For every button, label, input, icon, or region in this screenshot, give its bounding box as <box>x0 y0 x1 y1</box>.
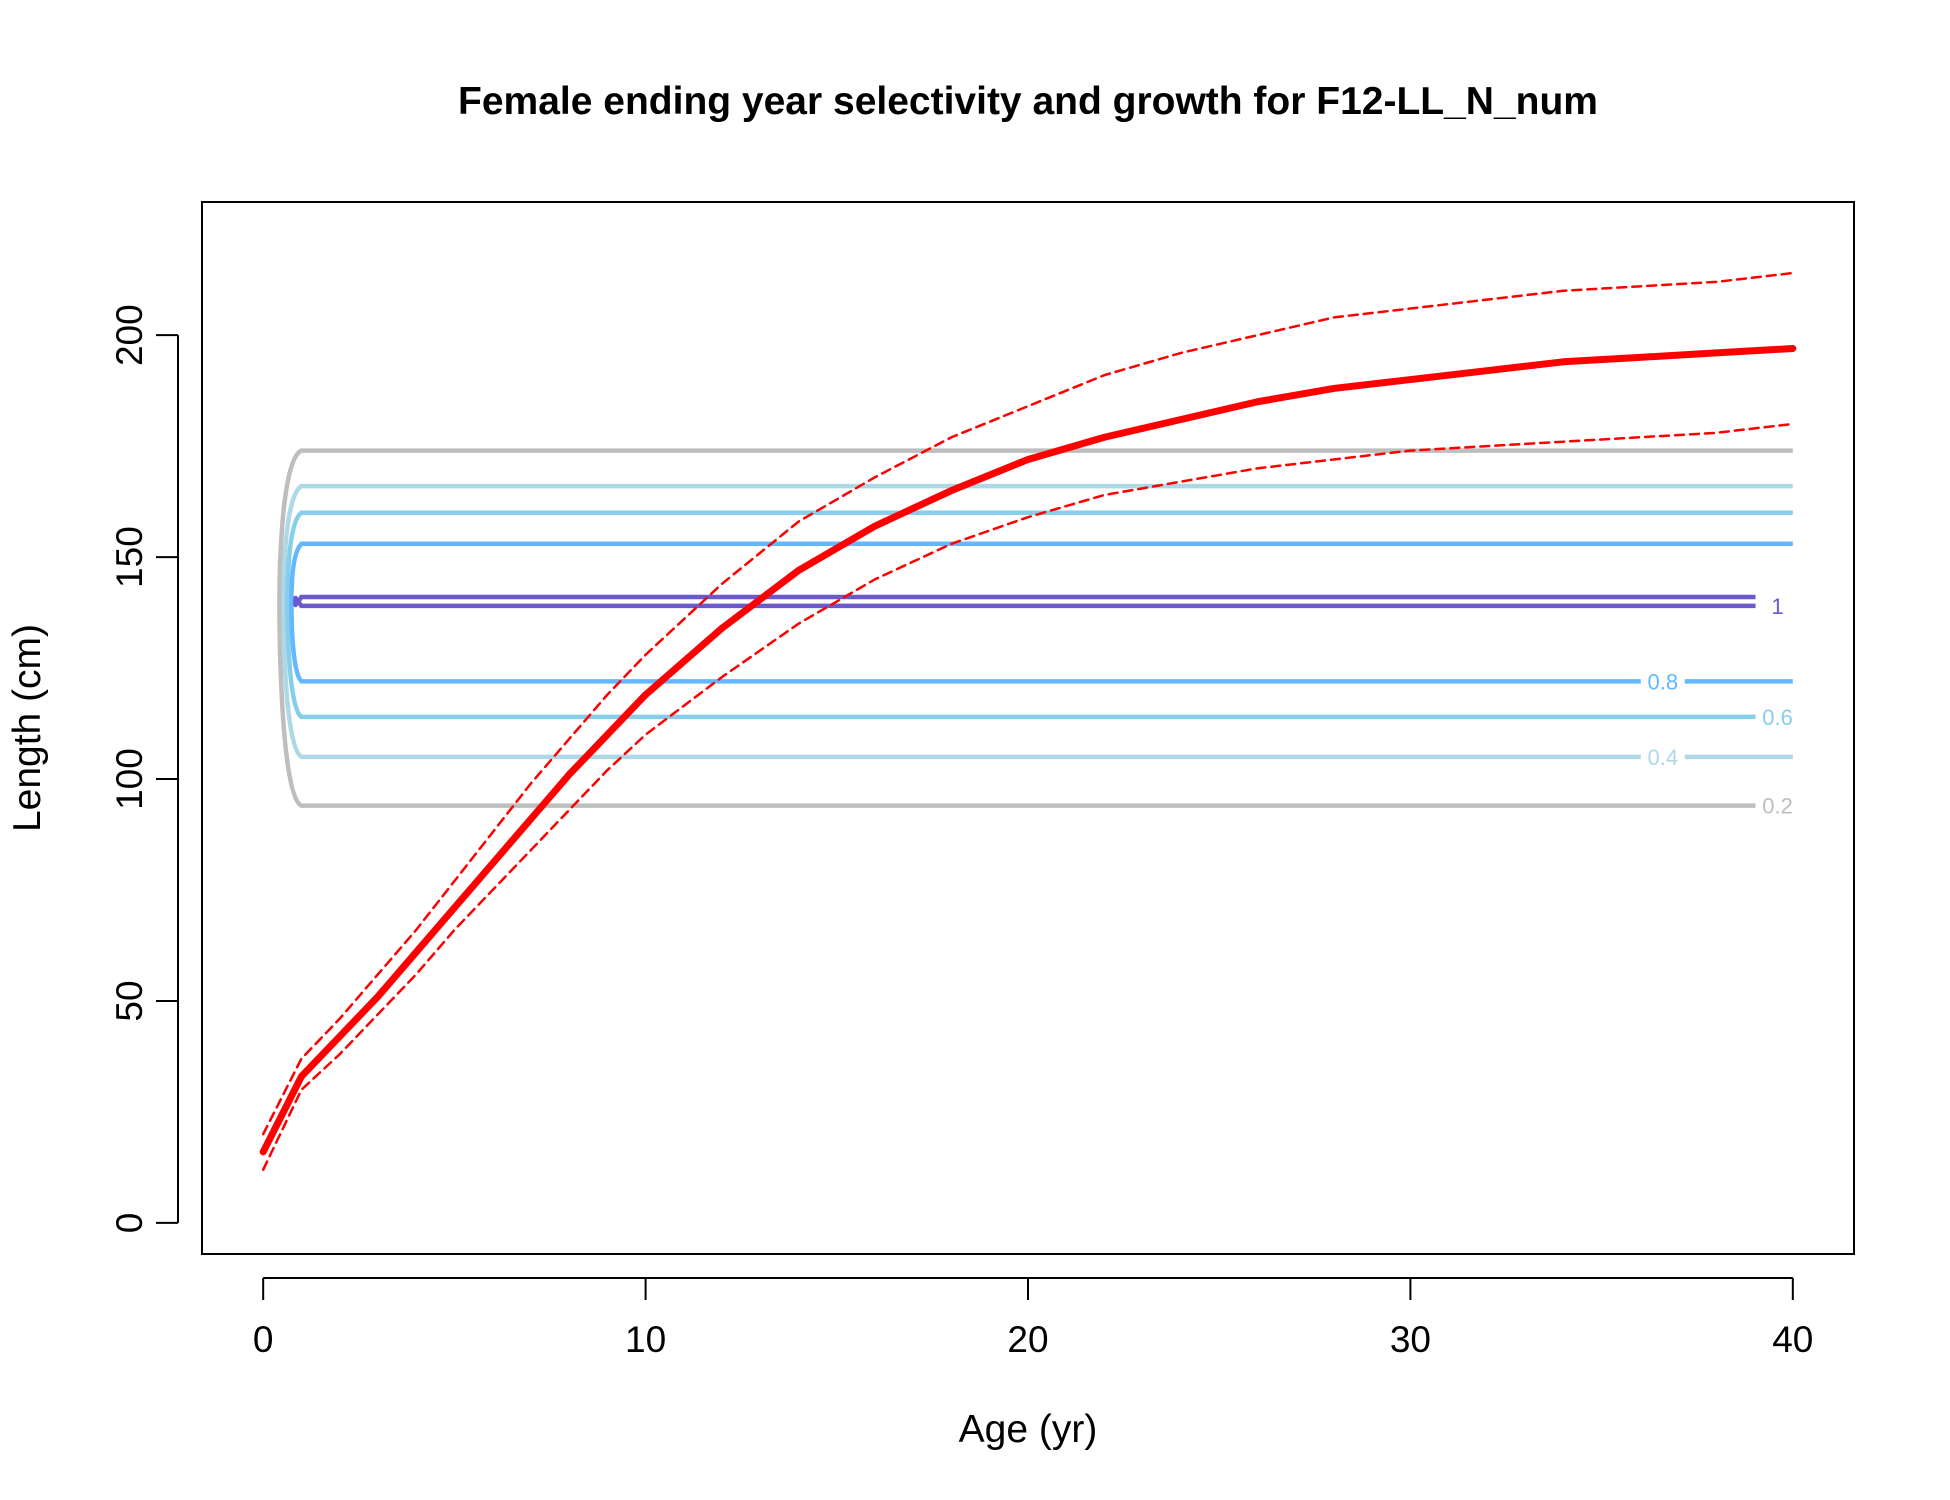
y-axis-label: Length (cm) <box>6 624 49 832</box>
x-tick-label: 0 <box>253 1319 274 1360</box>
contour-label-1: 1 <box>1771 594 1783 619</box>
x-tick-label: 40 <box>1772 1319 1813 1360</box>
x-axis-label: Age (yr) <box>959 1408 1098 1451</box>
x-tick-label: 30 <box>1390 1319 1431 1360</box>
growth-lower-bound-line <box>261 422 1795 1171</box>
contour-line-0-2 <box>277 448 1793 808</box>
contour-label-bg <box>1640 669 1685 694</box>
x-tick-label: 20 <box>1007 1319 1048 1360</box>
growth-mean-line <box>259 344 1797 1156</box>
x-axis: 0 10 20 30 40 <box>253 1277 1813 1360</box>
y-tick-label: 50 <box>109 980 150 1021</box>
plot-frame <box>201 201 1855 1255</box>
contour-label-0-6: 0.6 <box>1762 705 1793 730</box>
contour-label-0-8: 0.8 <box>1647 669 1678 694</box>
y-tick-label: 0 <box>109 1213 150 1234</box>
contour-label-bg <box>1640 744 1685 769</box>
chart-title: Female ending year selectivity and growt… <box>458 80 1598 123</box>
contour-label-bg <box>1755 793 1800 818</box>
contour-line-0-6 <box>285 510 1793 720</box>
contour-label-bg <box>1755 593 1800 618</box>
contour-line-0-8 <box>289 541 1793 684</box>
y-tick-label: 200 <box>109 304 150 366</box>
growth-curves <box>259 271 1797 1171</box>
growth-upper-bound-line <box>261 271 1795 1136</box>
contour-line-0-4 <box>281 483 1793 760</box>
y-tick-label: 150 <box>109 526 150 588</box>
contour-label-0-4: 0.4 <box>1647 745 1678 770</box>
x-tick-label: 10 <box>625 1319 666 1360</box>
selectivity-contours: 0.2 0.4 0.6 0.8 1 <box>277 448 1800 819</box>
y-axis: 0 50 100 150 200 <box>109 304 179 1234</box>
contour-label-0-2: 0.2 <box>1762 794 1793 819</box>
y-tick-label: 100 <box>109 748 150 810</box>
contour-label-bg <box>1755 704 1800 729</box>
contour-line-1 <box>293 594 1793 609</box>
